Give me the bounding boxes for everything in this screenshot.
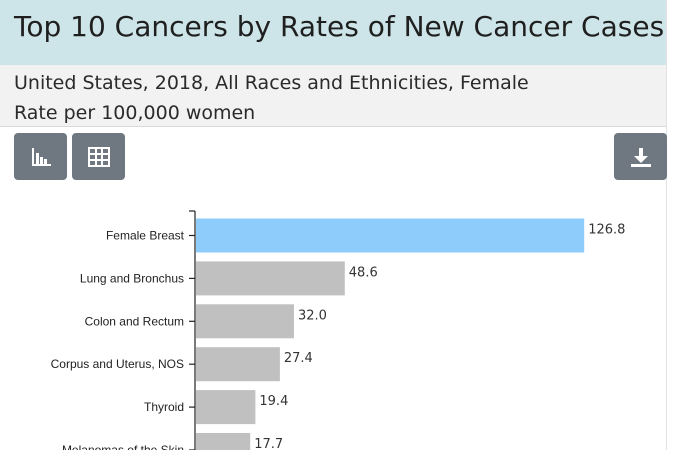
bar[interactable] [196, 347, 280, 382]
value-label: 126.8 [588, 223, 625, 238]
category-label: Colon and Rectum [85, 314, 184, 328]
bar[interactable] [196, 304, 294, 339]
category-label: Thyroid [144, 400, 184, 414]
bar[interactable] [196, 390, 256, 425]
category-label: Corpus and Uterus, NOS [51, 357, 184, 371]
category-label: Lung and Bronchus [80, 271, 184, 285]
category-label: Female Breast [106, 229, 185, 243]
table-view-button[interactable] [72, 133, 125, 180]
panel-border [666, 0, 667, 450]
chart-subtitle: United States, 2018, All Races and Ethni… [0, 65, 667, 127]
bar[interactable] [196, 433, 251, 450]
value-label: 32.0 [298, 308, 327, 323]
bar[interactable] [196, 218, 585, 253]
value-label: 19.4 [259, 394, 288, 409]
chart-view-button[interactable] [14, 133, 67, 180]
bar-chart: Female Breast 126.8 Lung and Bronchus 48.6 C… [51, 210, 625, 450]
bar-chart-icon [31, 147, 51, 166]
value-label: 17.7 [254, 437, 283, 450]
subtitle-line-2: Rate per 100,000 women [14, 102, 256, 124]
download-icon [630, 147, 651, 167]
value-label: 48.6 [349, 265, 378, 280]
subtitle-line-1: United States, 2018, All Races and Ethni… [14, 72, 529, 94]
download-button[interactable] [614, 133, 667, 180]
value-label: 27.4 [284, 351, 313, 366]
bar[interactable] [196, 261, 345, 296]
table-grid-icon [87, 146, 110, 167]
category-label: Melanomas of the Skin [62, 443, 184, 450]
chart-title: Top 10 Cancers by Rates of New Cancer Ca… [0, 0, 667, 65]
